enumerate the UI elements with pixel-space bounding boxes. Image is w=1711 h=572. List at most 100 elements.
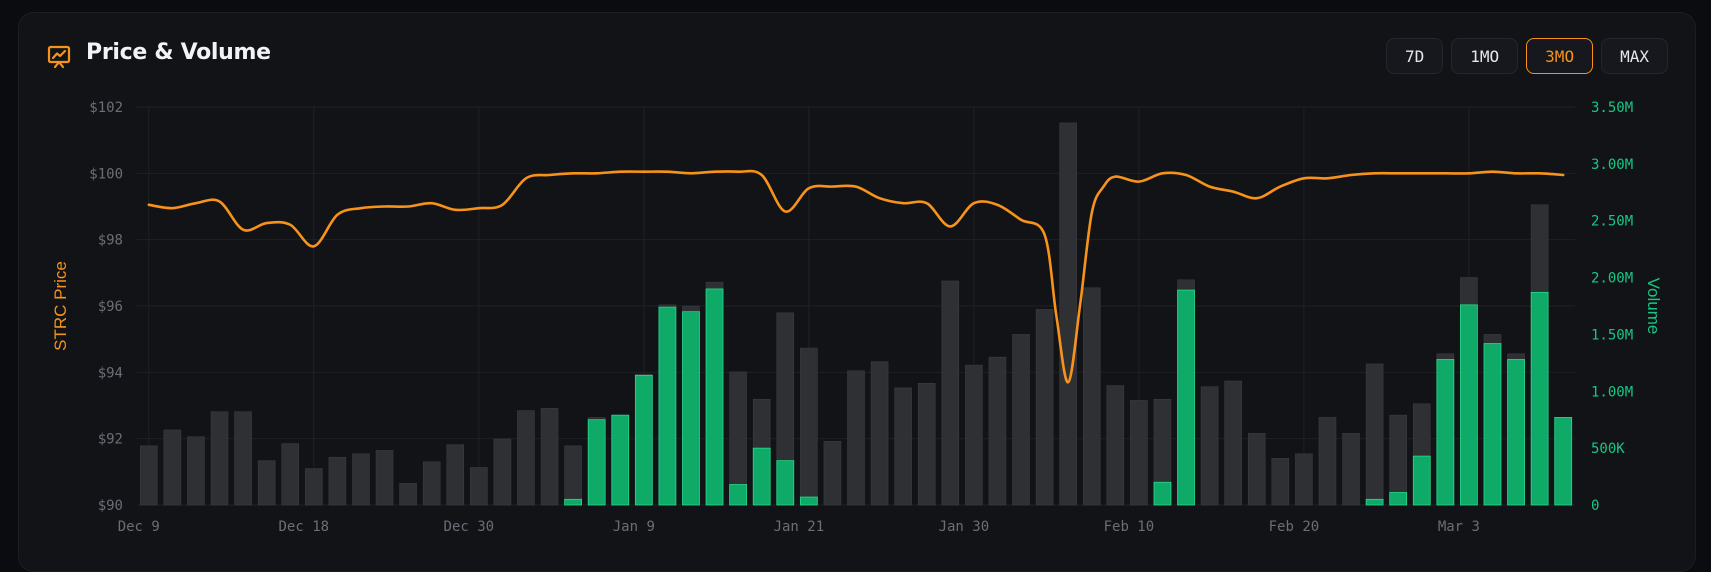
y-right-tick: 3.50M (1591, 100, 1633, 116)
volume-bar-total (540, 408, 559, 506)
volume-bar-total (564, 445, 582, 506)
volume-bar-total (988, 356, 1007, 506)
y-left-tick: $92 (98, 432, 123, 448)
volume-bar-up (564, 498, 583, 506)
y-right-tick: 3.00M (1591, 157, 1633, 173)
volume-bar-up (729, 484, 748, 506)
volume-bars (140, 122, 1573, 506)
volume-bar-total (1271, 458, 1290, 506)
volume-bar-total (894, 387, 912, 506)
volume-bar-up (799, 496, 818, 506)
y-right-tick: 2.50M (1591, 214, 1633, 230)
x-tick: Feb 20 (1269, 519, 1320, 535)
volume-bar-total (1106, 385, 1125, 506)
y-right-tick: 0 (1591, 498, 1599, 514)
volume-bar-total (1012, 334, 1030, 506)
volume-bar-total (941, 280, 960, 506)
volume-bar-total (234, 411, 252, 506)
volume-bar-up (1507, 359, 1525, 506)
y-left-tick: $90 (98, 498, 123, 514)
volume-bar-up (705, 288, 724, 506)
volume-bar-total (1342, 433, 1360, 506)
volume-bar-total (493, 438, 512, 506)
x-tick: Mar 3 (1438, 519, 1480, 535)
y-right-tick: 1.50M (1591, 327, 1633, 343)
volume-bar-up (611, 414, 630, 506)
y-axis-right-label: Volume (1644, 278, 1663, 335)
volume-bar-total (422, 461, 441, 506)
x-tick: Dec 30 (444, 519, 495, 535)
volume-bar-up (1483, 343, 1502, 506)
axis-ticks: $90 $92 $94 $96 $98 $100 $102 0 500K 1.00M 1.50M 2.… (89, 100, 1633, 535)
volume-bar-total (1365, 363, 1384, 506)
volume-bar-total (399, 483, 417, 506)
volume-bar-up (752, 447, 771, 506)
volume-bar-total (1295, 453, 1313, 506)
volume-bar-up (1177, 289, 1195, 506)
volume-bar-total (1035, 309, 1054, 506)
x-tick: Dec 18 (279, 519, 330, 535)
range-button-7d[interactable]: 7D (1386, 38, 1444, 74)
volume-bar-total (305, 468, 323, 506)
volume-bar-total (140, 445, 158, 506)
volume-bar-total (917, 383, 936, 506)
volume-bar-up (776, 460, 795, 506)
volume-bar-up (1389, 492, 1408, 506)
x-tick: Dec 9 (118, 519, 160, 535)
volume-bar-up (682, 311, 700, 506)
volume-bar-total (163, 429, 182, 506)
volume-bar-total (352, 453, 370, 506)
volume-bar-total (965, 364, 983, 506)
x-tick: Jan 30 (939, 519, 990, 535)
y-left-tick: $102 (89, 100, 123, 116)
volume-bar-up (1530, 291, 1549, 506)
volume-bar-up (1460, 304, 1478, 506)
volume-bar-total (1389, 414, 1407, 506)
volume-bar-total (1059, 122, 1077, 506)
volume-bar-total (1082, 287, 1101, 506)
volume-bar-total (210, 411, 229, 506)
price-line (147, 169, 1565, 384)
x-tick: Jan 9 (613, 519, 655, 535)
volume-bar-total (1318, 417, 1337, 506)
y-left-tick: $94 (98, 365, 123, 381)
y-axis-left-label: STRC Price (51, 261, 70, 351)
volume-bar-up (587, 419, 606, 506)
volume-bar-total (1200, 386, 1219, 506)
y-right-tick: 1.00M (1591, 384, 1633, 400)
volume-bar-total (800, 347, 818, 506)
chart-title: Price & Volume (86, 40, 271, 65)
volume-bar-total (1224, 380, 1242, 506)
volume-bar-total (257, 460, 276, 506)
range-selector: 7D 1MO 3MO MAX (1386, 38, 1668, 74)
volume-bar-total (517, 410, 535, 506)
volume-bar-total (470, 467, 488, 506)
range-button-1mo[interactable]: 1MO (1451, 38, 1519, 74)
volume-bar-up (634, 374, 653, 506)
presentation-chart-icon (47, 45, 71, 69)
volume-bar-up (1436, 359, 1455, 506)
volume-bar-total (870, 361, 889, 506)
volume-bar-total (328, 456, 347, 506)
volume-bar-total (823, 441, 842, 506)
volume-bar-total (446, 444, 465, 506)
range-button-3mo[interactable]: 3MO (1526, 38, 1594, 74)
x-tick: Jan 21 (774, 519, 825, 535)
price-volume-chart: $90 $92 $94 $96 $98 $100 $102 0 500K 1.00M 1.50M 2.… (51, 100, 1663, 535)
y-left-tick: $96 (98, 299, 123, 315)
range-button-max[interactable]: MAX (1601, 38, 1668, 74)
y-left-tick: $100 (89, 166, 123, 182)
volume-bar-total (187, 436, 205, 506)
volume-bar-up (1554, 417, 1573, 506)
volume-bar-up (658, 306, 677, 506)
y-right-tick: 2.00M (1591, 271, 1633, 287)
volume-bar-up (1153, 481, 1172, 506)
volume-bar-total (1130, 400, 1148, 506)
volume-bar-total (281, 443, 300, 506)
volume-bar-total (1247, 433, 1266, 506)
x-tick: Feb 10 (1104, 519, 1155, 535)
y-right-tick: 500K (1591, 441, 1625, 457)
y-left-tick: $98 (98, 233, 123, 249)
volume-bar-total (375, 450, 394, 506)
volume-bar-up (1412, 455, 1431, 506)
